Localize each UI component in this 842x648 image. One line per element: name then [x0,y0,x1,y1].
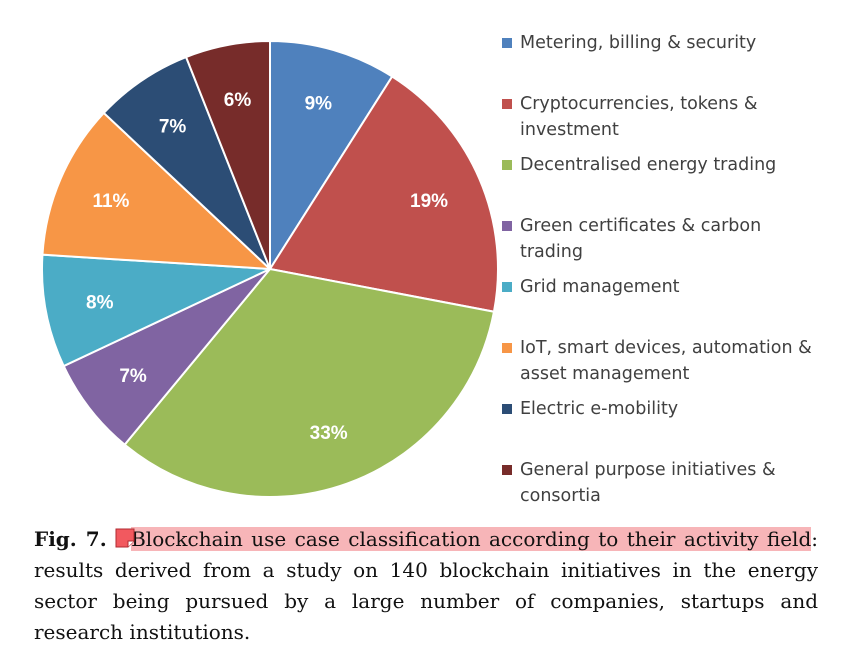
legend-label: Metering, billing & security [520,33,757,53]
legend-swatch [502,282,512,292]
legend-item: Decentralised energy trading [502,152,832,178]
slice-data-label: 8% [86,292,114,313]
legend-item: Grid management [502,274,832,300]
legend-swatch [502,38,512,48]
legend-label: asset management [520,364,690,384]
pie-slice-1 [269,39,394,273]
pie-slice-3 [123,267,496,498]
legend-label: consortia [520,486,601,506]
pie-slice-6 [41,111,273,271]
legend-label: investment [520,120,619,140]
legend-item: Electric e-mobility [502,396,832,422]
legend-label: Decentralised energy trading [520,155,777,175]
figure-caption: Fig. 7. Blockchain use case classificati… [34,524,818,648]
legend-swatch [502,160,512,170]
legend-label: trading [520,242,583,262]
legend-label: Cryptocurrencies, tokens & [520,94,758,114]
legend-label: Grid management [520,277,680,297]
pie-slice-5 [41,253,271,368]
legend-swatch [502,221,512,231]
highlighted-caption-text[interactable]: Blockchain use case classification accor… [131,527,812,551]
legend-item: Cryptocurrencies, tokens & investment [502,91,832,143]
slice-data-label: 7% [159,117,187,138]
slice-data-label: 19% [410,191,448,212]
slice-data-label: 9% [305,94,333,115]
legend-item: IoT, smart devices, automation & asset ma… [502,335,832,387]
slice-data-label: 11% [92,191,129,212]
legend-item: Green certificates & carbon trading [502,213,832,265]
slice-data-label: 7% [119,366,147,387]
slice-data-label: 6% [224,90,252,111]
pie-slice-8 [184,39,271,270]
legend-item: Metering, billing & security [502,30,832,56]
legend-swatch [502,465,512,475]
legend-item: General purpose initiatives & consortia [502,457,832,509]
legend-label: General purpose initiatives & [520,460,776,480]
legend-swatch [502,99,512,109]
slice-data-label: 33% [310,423,348,444]
pie-slice-2 [268,75,499,313]
caption-text: : results derived from a study on 140 bl… [34,527,819,644]
legend-swatch [502,404,512,414]
legend-label: IoT, smart devices, automation & [520,338,812,358]
comment-note-icon[interactable] [115,526,135,548]
legend-label: Green certificates & carbon [520,216,762,236]
legend-swatch [502,343,512,353]
legend-label: Electric e-mobility [520,399,679,419]
figure-label: Fig. 7. [34,527,107,551]
